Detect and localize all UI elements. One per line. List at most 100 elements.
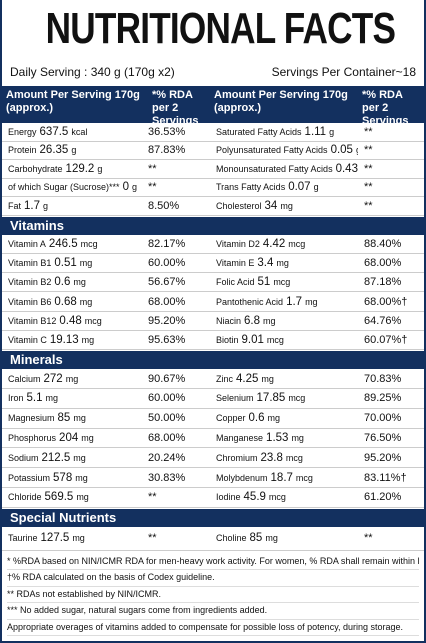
- nutrient-amount: Copper 0.6 mg: [210, 412, 358, 424]
- rda-value: 95.20%: [364, 451, 402, 464]
- amount-unit: mg: [81, 433, 94, 444]
- rda-value: **: [148, 532, 157, 545]
- rda-value: 68.00%: [364, 256, 402, 269]
- nutrient-amount: Potassium 578 mg: [2, 472, 148, 484]
- amount-value: 85: [249, 532, 263, 545]
- amount-value: 26.35: [39, 144, 69, 157]
- amount-unit: mg: [265, 533, 278, 544]
- rda-value: **: [364, 162, 373, 175]
- nutrient-amount: Saturated Fatty Acids 1.11 g: [210, 126, 358, 138]
- amount-unit: mg: [76, 492, 89, 503]
- column-header: Amount Per Serving 170g (approx.): [6, 89, 140, 114]
- title: NUTRITIONAL FACTS: [2, 0, 424, 58]
- nutrient-row: Protein 26.35 g 87.83% Polyunsaturated Fatty…: [2, 142, 424, 160]
- nutrient-amount: Vitamin D2 4.42 mcg: [210, 238, 358, 250]
- nutrient-name: Selenium: [216, 393, 254, 404]
- nutrient-amount: Magnesium 85 mg: [2, 412, 148, 424]
- nutrient-row: Chloride 569.5 mg ** Iodine 45.9 mcg 61.20%: [2, 488, 424, 508]
- amount-value: 23.8: [260, 451, 283, 464]
- nutrient-amount: Iodine 45.9 mcg: [210, 491, 358, 503]
- amount-unit: mcg: [273, 277, 291, 288]
- amount-unit: g: [43, 200, 49, 211]
- nutrient-row: Potassium 578 mg 30.83% Molybdenum 18.7 mcg 83.…: [2, 468, 424, 489]
- amount-unit: mg: [45, 393, 59, 404]
- amount-value: 212.5: [41, 451, 71, 464]
- amount-value: 246.5: [48, 237, 78, 250]
- servings-per-container: Servings Per Container~18: [271, 65, 416, 79]
- footnote: †% RDA calculated on the basis of Codex …: [7, 570, 419, 587]
- amount-value: 3.4: [257, 256, 274, 269]
- section-header: Vitamins: [2, 216, 424, 235]
- amount-value: 17.85: [256, 392, 286, 405]
- rda-value: 50.00%: [148, 412, 186, 425]
- rda-value: 70.83%: [364, 372, 402, 385]
- nutrient-amount: Selenium 17.85 mcg: [210, 392, 358, 404]
- nutrient-name: Energy: [8, 126, 37, 137]
- amount-unit: mg: [263, 315, 276, 326]
- amount-value: 1.53: [266, 432, 289, 445]
- column-header: Amount Per Serving 170g (approx.): [214, 89, 348, 114]
- nutrient-row: Sodium 212.5 mg 20.24% Chromium 23.8 mcg 95.20%: [2, 448, 424, 469]
- nutrient-name: Chromium: [216, 452, 258, 463]
- nutrient-name: Pantothenic Acid: [216, 296, 284, 307]
- rda-value: 36.53%: [148, 125, 186, 138]
- rda-value: **: [148, 181, 157, 194]
- nutrient-row: Vitamin B1 0.51 mg 60.00% Vitamin E 3.4 mg 68.0…: [2, 254, 424, 274]
- nutrient-amount: Trans Fatty Acids 0.07 g: [210, 181, 358, 193]
- nutrient-amount: of which Sugar (Sucrose)*** 0 g: [2, 181, 148, 193]
- amount-value: 18.7: [270, 471, 293, 484]
- amount-value: 204: [59, 432, 79, 445]
- nutrient-name: Vitamin B12: [8, 315, 57, 326]
- nutrient-name: Choline: [216, 533, 247, 544]
- rda-value: 82.17%: [148, 237, 186, 250]
- amount-value: 1.7: [286, 295, 303, 308]
- amount-unit: mg: [73, 452, 86, 463]
- nutrient-name: Monounsaturated Fatty Acids: [216, 163, 333, 174]
- nutrient-amount: Niacin 6.8 mg: [210, 315, 358, 327]
- amount-value: 0.07: [288, 181, 311, 194]
- amount-value: 127.5: [40, 532, 70, 545]
- amount-value: 637.5: [39, 125, 69, 138]
- amount-value: 4.25: [236, 372, 259, 385]
- nutrient-amount: Protein 26.35 g: [2, 144, 148, 156]
- nutrient-row: Calcium 272 mg 90.67% Zinc 4.25 mg 70.83%: [2, 369, 424, 390]
- nutrient-name: Niacin: [216, 315, 242, 326]
- nutrient-name: Iron: [8, 393, 24, 404]
- nutrient-amount: Molybdenum 18.7 mcg: [210, 472, 358, 484]
- amount-value: 0.43: [335, 162, 358, 175]
- amount-value: 0.51: [54, 256, 77, 269]
- amount-unit: mcg: [288, 238, 306, 249]
- nutrient-name: Saturated Fatty Acids: [216, 126, 302, 137]
- amount-value: 0.6: [54, 276, 71, 289]
- nutrient-name: Phosphorus: [8, 433, 57, 444]
- amount-unit: g: [71, 145, 77, 156]
- nutrient-amount: Iron 5.1 mg: [2, 392, 148, 404]
- nutrient-name: Vitamin B2: [8, 277, 52, 288]
- amount-unit: mcg: [285, 452, 303, 463]
- rda-value: 20.24%: [148, 451, 186, 464]
- column-header: *% RDA per 2 Servings: [362, 89, 409, 127]
- nutrient-amount: Sodium 212.5 mg: [2, 452, 148, 464]
- nutrient-amount: Vitamin E 3.4 mg: [210, 257, 358, 269]
- nutrient-amount: Fat 1.7 g: [2, 200, 148, 212]
- nutrient-amount: Chromium 23.8 mcg: [210, 452, 358, 464]
- amount-unit: mg: [280, 200, 293, 211]
- amount-value: 0.48: [59, 314, 82, 327]
- amount-value: 1.11: [304, 125, 327, 138]
- rda-value: **: [148, 162, 157, 175]
- amount-unit: mg: [73, 413, 86, 424]
- amount-value: 45.9: [243, 491, 266, 504]
- nutrient-name: Vitamin A: [8, 238, 46, 249]
- rda-value: 68.00%: [148, 432, 186, 445]
- rda-value: **: [364, 199, 373, 212]
- amount-value: 0: [122, 181, 129, 194]
- footnote: Appropriate overages of vitamins added t…: [7, 620, 419, 637]
- nutrient-amount: Energy 637.5 kcal: [2, 126, 148, 138]
- amount-unit: g: [313, 182, 319, 193]
- nutrient-amount: Chloride 569.5 mg: [2, 491, 148, 503]
- amount-value: 0.05: [330, 144, 353, 157]
- nutrient-name: Protein: [8, 145, 37, 156]
- table: Amount Per Serving 170g (approx.) *% RDA …: [2, 86, 424, 551]
